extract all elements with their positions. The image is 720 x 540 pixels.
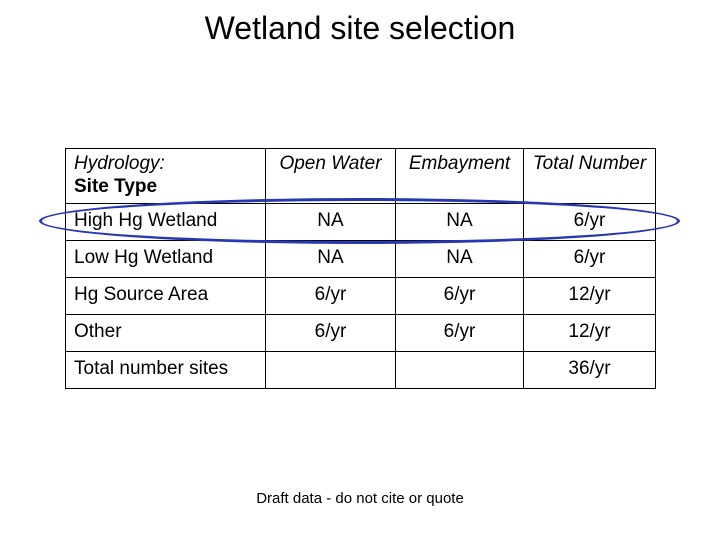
site-selection-table: Hydrology: Site Type Open Water Embaymen… xyxy=(65,148,656,389)
cell: 36/yr xyxy=(524,351,656,388)
col-header-line1: Hydrology: xyxy=(74,153,165,174)
table-row: High Hg Wetland NA NA 6/yr xyxy=(66,203,656,240)
cell xyxy=(266,351,396,388)
col-header-line2: Site Type xyxy=(74,176,157,197)
table-row: Hg Source Area 6/yr 6/yr 12/yr xyxy=(66,277,656,314)
cell: 12/yr xyxy=(524,314,656,351)
page-title: Wetland site selection xyxy=(0,0,720,47)
footer-note: Draft data - do not cite or quote xyxy=(0,490,720,507)
cell: 6/yr xyxy=(524,203,656,240)
cell: 6/yr xyxy=(396,314,524,351)
row-label: Low Hg Wetland xyxy=(66,240,266,277)
col-header-site-type: Hydrology: Site Type xyxy=(66,149,266,204)
cell xyxy=(396,351,524,388)
table-header-row: Hydrology: Site Type Open Water Embaymen… xyxy=(66,149,656,204)
cell: 6/yr xyxy=(524,240,656,277)
cell: 6/yr xyxy=(266,277,396,314)
cell: 6/yr xyxy=(396,277,524,314)
row-label: High Hg Wetland xyxy=(66,203,266,240)
cell: NA xyxy=(266,240,396,277)
table-row: Total number sites 36/yr xyxy=(66,351,656,388)
row-label: Other xyxy=(66,314,266,351)
cell: NA xyxy=(266,203,396,240)
cell: NA xyxy=(396,203,524,240)
cell: 12/yr xyxy=(524,277,656,314)
table-row: Low Hg Wetland NA NA 6/yr xyxy=(66,240,656,277)
col-header-total-number: Total Number xyxy=(524,149,656,204)
col-header-embayment: Embayment xyxy=(396,149,524,204)
cell: NA xyxy=(396,240,524,277)
table-row: Other 6/yr 6/yr 12/yr xyxy=(66,314,656,351)
col-header-open-water: Open Water xyxy=(266,149,396,204)
table-container: Hydrology: Site Type Open Water Embaymen… xyxy=(65,148,655,389)
row-label: Hg Source Area xyxy=(66,277,266,314)
row-label: Total number sites xyxy=(66,351,266,388)
cell: 6/yr xyxy=(266,314,396,351)
